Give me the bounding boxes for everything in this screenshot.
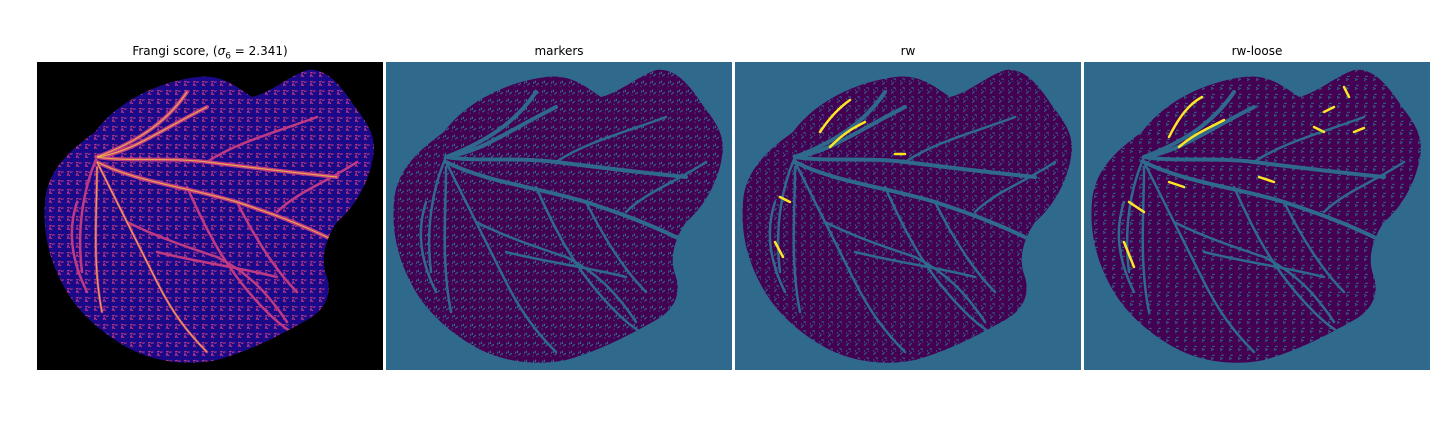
- rw-loose-image: [1084, 62, 1430, 370]
- vessel: [1172, 220, 1336, 324]
- vessel: [1322, 160, 1406, 214]
- panel-title-rw-loose: rw-loose: [1231, 44, 1283, 58]
- title-sigma: σ: [217, 44, 226, 58]
- vessel: [853, 250, 977, 279]
- segmented-vessel: [1122, 240, 1136, 269]
- vessel: [444, 160, 558, 354]
- vessel: [444, 90, 538, 159]
- vessel: [793, 105, 907, 159]
- vessel: [776, 155, 797, 274]
- vessel: [624, 160, 708, 214]
- vessel: [419, 200, 438, 294]
- segmented-vessel: [1167, 180, 1186, 189]
- vessel: [125, 220, 289, 324]
- vessel: [903, 115, 1017, 164]
- segmented-vessel: [1342, 85, 1351, 99]
- vessel-highlight: [96, 91, 188, 158]
- vessel: [1282, 200, 1346, 294]
- segmented-vessel: [1257, 175, 1276, 184]
- vessel: [70, 200, 89, 294]
- markers-image: [386, 62, 732, 370]
- vessel: [443, 165, 453, 314]
- vessel: [973, 160, 1057, 214]
- title-subscript: 6: [225, 51, 231, 62]
- segmented-vessel: [1352, 126, 1366, 134]
- vessel: [444, 105, 558, 159]
- vessel: [793, 160, 907, 354]
- frangi-score-image: [37, 62, 383, 370]
- panel-title-rw: rw: [900, 44, 916, 58]
- vessel: [768, 200, 787, 294]
- vessel: [584, 200, 648, 294]
- vessel: [155, 250, 279, 279]
- segmented-vessel: [1312, 125, 1326, 134]
- title-prefix: Frangi score, (: [132, 44, 218, 58]
- segmented-vessel: [773, 240, 785, 259]
- vessel: [792, 165, 802, 314]
- vessel: [504, 250, 628, 279]
- segmented-vessel: [1322, 105, 1336, 114]
- vessel: [474, 220, 638, 324]
- panel-title-frangi: Frangi score, (σ6 = 2.341): [37, 44, 383, 63]
- title-suffix: = 2.341): [230, 44, 288, 58]
- vessel: [1142, 90, 1236, 159]
- vessel: [78, 155, 99, 274]
- vessel: [275, 160, 359, 214]
- vessel: [235, 200, 299, 294]
- vessel: [1142, 160, 1256, 354]
- vessel: [554, 115, 668, 164]
- rw-image: [735, 62, 1081, 370]
- segmented-vessel: [828, 120, 867, 149]
- vessel: [1117, 200, 1136, 294]
- segmented-vessel: [1177, 118, 1226, 149]
- vessel: [1202, 250, 1326, 279]
- vessel: [823, 220, 987, 324]
- segmented-vessel: [818, 98, 852, 134]
- vessel: [1125, 155, 1146, 274]
- rw-loose-svg: [1084, 62, 1430, 370]
- rw-svg: [735, 62, 1081, 370]
- vessel: [1252, 115, 1366, 164]
- vessel-highlight: [96, 106, 208, 158]
- vessel-highlight: [96, 161, 208, 353]
- frangi-svg: [37, 62, 383, 370]
- segmented-vessel: [1167, 95, 1204, 139]
- markers-svg: [386, 62, 732, 370]
- vessel: [205, 115, 319, 164]
- vessel: [933, 200, 997, 294]
- vessel-highlight: [96, 161, 338, 243]
- panel-title-markers: markers: [534, 44, 584, 58]
- vessel-highlight: [96, 156, 338, 178]
- vessel: [1142, 105, 1256, 159]
- vessel: [427, 155, 448, 274]
- segmented-vessel: [778, 195, 792, 204]
- segmented-vessel: [1127, 200, 1146, 214]
- vessel-highlight: [95, 166, 103, 313]
- vessel: [793, 90, 887, 159]
- vessel: [1141, 165, 1151, 314]
